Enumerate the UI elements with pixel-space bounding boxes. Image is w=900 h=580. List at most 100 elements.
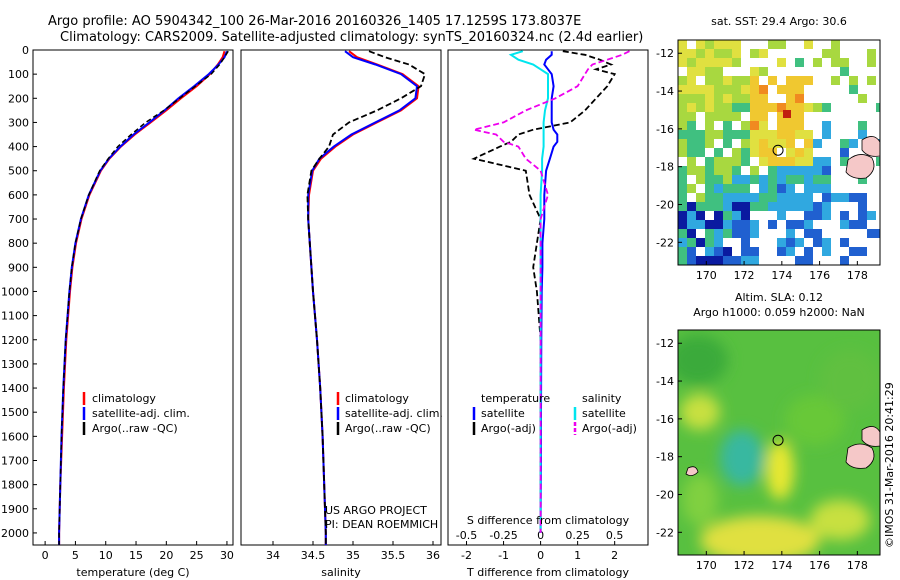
sst-cell xyxy=(714,211,723,220)
sst-cell xyxy=(822,184,831,193)
sst-cell xyxy=(768,202,777,211)
sst-cell xyxy=(714,175,723,184)
x-tick-label: 36 xyxy=(426,549,440,562)
sst-cell xyxy=(804,157,813,166)
sst-cell xyxy=(705,184,714,193)
sst-cell xyxy=(723,121,732,130)
plot-title-line1: Argo profile: AO 5904342_100 26-Mar-2016… xyxy=(48,14,582,29)
sst-cell xyxy=(804,166,813,175)
sst-cell xyxy=(687,130,696,139)
sst-cell xyxy=(777,184,786,193)
sst-cell xyxy=(777,121,786,130)
sst-cell xyxy=(741,157,750,166)
series-line-t-satellite xyxy=(539,51,559,533)
sst-cell xyxy=(759,175,768,184)
sst-cell xyxy=(786,229,795,238)
sst-cell xyxy=(678,184,687,193)
sst-cell xyxy=(849,139,858,148)
sst-cell xyxy=(741,121,750,130)
sst-cell xyxy=(813,175,822,184)
sst-cell xyxy=(687,49,696,58)
sst-cell xyxy=(768,148,777,157)
sst-cell xyxy=(723,94,732,103)
sst-cell xyxy=(804,139,813,148)
sst-cell xyxy=(795,121,804,130)
sst-cell xyxy=(831,76,840,85)
sst-cell xyxy=(732,193,741,202)
sst-cell xyxy=(804,130,813,139)
sst-cell xyxy=(723,103,732,112)
sst-cell xyxy=(732,49,741,58)
sst-cell xyxy=(768,193,777,202)
sst-cell xyxy=(705,130,714,139)
sst-cell xyxy=(750,67,759,76)
sst-cell xyxy=(858,247,867,256)
sst-cell xyxy=(750,193,759,202)
depth-tick-label: 800 xyxy=(8,237,29,250)
sst-cell xyxy=(678,202,687,211)
sst-cell xyxy=(696,148,705,157)
sst-cell xyxy=(759,265,768,274)
map-lat-label: -14 xyxy=(656,85,674,98)
map-lat-label: -12 xyxy=(656,337,674,350)
sst-cell xyxy=(687,85,696,94)
t-difference-xlabel: T difference from climatology xyxy=(466,566,629,579)
sst-cell xyxy=(849,247,858,256)
sst-cell xyxy=(786,148,795,157)
depth-tick-label: 300 xyxy=(8,116,29,129)
sst-cell xyxy=(741,229,750,238)
s-tick-label: 0 xyxy=(537,529,544,542)
sst-cell xyxy=(840,193,849,202)
sst-cell xyxy=(687,238,696,247)
sst-cell xyxy=(750,229,759,238)
sst-cell xyxy=(678,238,687,247)
sst-cell xyxy=(840,220,849,229)
sst-cell xyxy=(777,247,786,256)
sst-cell xyxy=(759,139,768,148)
sst-cell xyxy=(813,229,822,238)
sst-cell xyxy=(687,247,696,256)
sst-cell xyxy=(696,67,705,76)
sst-cell xyxy=(687,112,696,121)
sst-cell xyxy=(687,211,696,220)
legend-satellite: satellite-adj. clim. xyxy=(345,407,443,420)
sst-cell xyxy=(741,220,750,229)
sst-cell xyxy=(678,229,687,238)
sst-cell xyxy=(768,220,777,229)
sst-cell xyxy=(804,175,813,184)
sst-cell xyxy=(723,76,732,85)
map-lat-label: -22 xyxy=(656,526,674,539)
sst-cell xyxy=(687,139,696,148)
depth-tick-label: 1400 xyxy=(1,382,29,395)
sst-cell xyxy=(678,265,687,274)
difference-x-axis: -2 -1 0 1 2 -0.5 -0.25 0 0.25 0.5 xyxy=(456,529,624,562)
depth-tick-label: 200 xyxy=(8,92,29,105)
sst-cell xyxy=(840,211,849,220)
sst-cell xyxy=(705,238,714,247)
sst-cell xyxy=(687,67,696,76)
sst-cell xyxy=(714,166,723,175)
sst-cell xyxy=(741,184,750,193)
sst-cell xyxy=(687,157,696,166)
sst-cell xyxy=(768,130,777,139)
sst-cell xyxy=(723,265,732,274)
sst-cell xyxy=(804,184,813,193)
sst-cell xyxy=(678,148,687,157)
depth-tick-label: 500 xyxy=(8,165,29,178)
difference-plot-area xyxy=(447,49,649,546)
sst-cell xyxy=(768,166,777,175)
sst-cell xyxy=(687,229,696,238)
sst-cell xyxy=(741,247,750,256)
sst-map-axes: 170 172 174 176 178 -12 -14 -16 -18 -20 -22 xyxy=(656,47,868,282)
sst-cell xyxy=(759,193,768,202)
sst-cell xyxy=(687,76,696,85)
x-tick-label: 0 xyxy=(42,549,49,562)
sst-cell xyxy=(714,85,723,94)
map-lat-label: -14 xyxy=(656,375,674,388)
sst-cell xyxy=(732,103,741,112)
sst-cell xyxy=(795,175,804,184)
legend-s-argo: Argo(-adj) xyxy=(582,422,637,435)
sst-cell xyxy=(768,139,777,148)
sst-cell xyxy=(786,193,795,202)
sst-cell xyxy=(795,130,804,139)
